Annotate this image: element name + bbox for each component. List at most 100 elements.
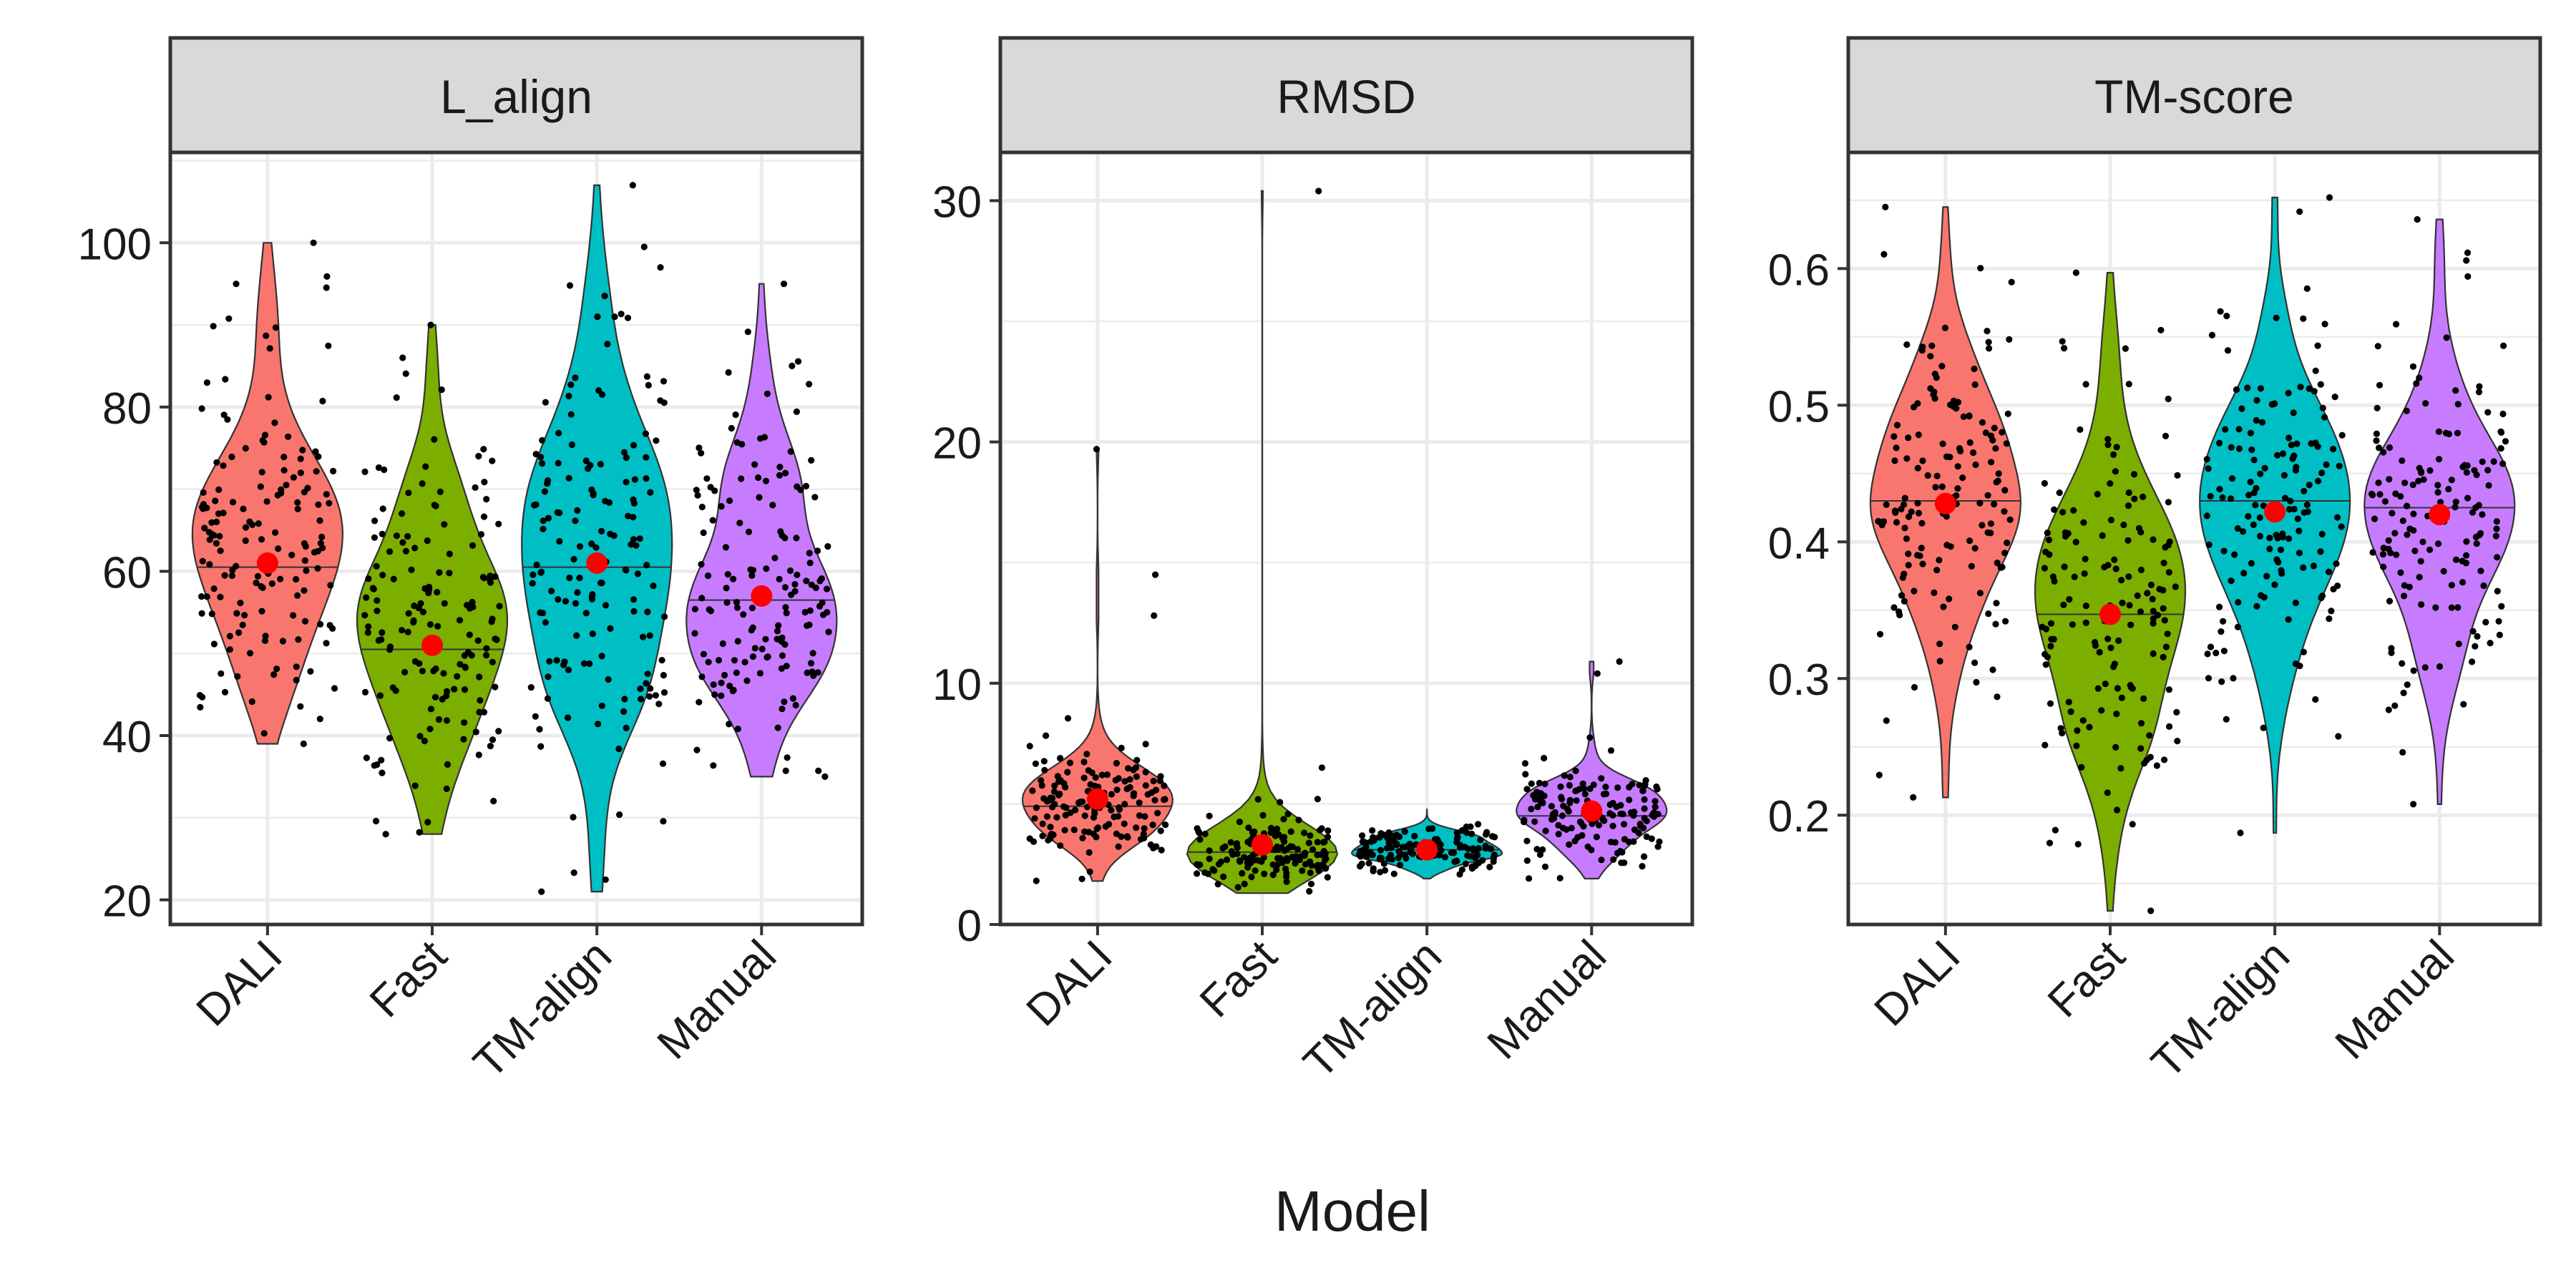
- jitter-point: [1441, 854, 1449, 861]
- jitter-point: [233, 280, 240, 288]
- jitter-point: [461, 686, 469, 693]
- jitter-point: [749, 567, 757, 574]
- jitter-point: [722, 544, 730, 551]
- jitter-point: [319, 545, 326, 552]
- jitter-point: [555, 429, 562, 436]
- jitter-point: [645, 381, 652, 389]
- jitter-point: [2104, 441, 2112, 449]
- jitter-point: [1126, 784, 1133, 791]
- facet-strip-label: RMSD: [1277, 70, 1415, 123]
- jitter-point: [594, 313, 601, 321]
- jitter-point: [421, 737, 429, 745]
- jitter-point: [2319, 404, 2326, 411]
- jitter-point: [1936, 658, 1943, 665]
- jitter-point: [1988, 459, 1995, 466]
- jitter-point: [588, 540, 595, 547]
- jitter-point: [1911, 587, 1918, 595]
- y-tick-label: 30: [932, 177, 982, 227]
- jitter-point: [1918, 545, 1925, 552]
- jitter-point: [1081, 828, 1088, 835]
- jitter-point: [2147, 907, 2155, 914]
- jitter-point: [2074, 841, 2082, 848]
- jitter-point: [533, 561, 540, 569]
- jitter-point: [1971, 545, 1979, 552]
- jitter-point: [1620, 821, 1628, 828]
- jitter-point: [576, 575, 583, 582]
- jitter-point: [1248, 873, 1255, 881]
- jitter-point: [410, 619, 417, 626]
- jitter-point: [576, 543, 584, 550]
- jitter-point: [2112, 468, 2119, 475]
- jitter-point: [2455, 640, 2462, 648]
- jitter-point: [573, 632, 580, 639]
- jitter-point: [2001, 550, 2009, 557]
- jitter-point: [1289, 843, 1296, 851]
- mean-point: [1252, 834, 1274, 856]
- jitter-point: [809, 650, 816, 657]
- jitter-point: [2041, 650, 2049, 658]
- jitter-point: [585, 465, 592, 472]
- jitter-point: [389, 684, 396, 691]
- jitter-point: [215, 510, 223, 517]
- jitter-point: [1984, 529, 1991, 536]
- jitter-point: [1322, 857, 1329, 864]
- jitter-point: [1486, 864, 1493, 871]
- jitter-point: [751, 645, 758, 652]
- jitter-point: [1931, 371, 1938, 378]
- jitter-point: [295, 636, 302, 643]
- jitter-point: [545, 477, 552, 484]
- jitter-point: [1077, 799, 1084, 806]
- jitter-point: [2399, 748, 2406, 756]
- jitter-point: [427, 706, 435, 713]
- jitter-point: [1542, 827, 1549, 834]
- jitter-point: [1157, 773, 1164, 780]
- jitter-point: [1914, 552, 1921, 559]
- jitter-point: [1880, 250, 1888, 258]
- jitter-point: [1115, 843, 1122, 850]
- jitter-point: [2078, 763, 2085, 771]
- jitter-point: [804, 669, 811, 676]
- jitter-point: [2002, 618, 2009, 625]
- jitter-point: [1267, 829, 1274, 836]
- jitter-point: [2066, 596, 2073, 603]
- jitter-point: [620, 708, 628, 716]
- jitter-point: [2061, 563, 2068, 570]
- jitter-point: [1299, 867, 1306, 874]
- jitter-point: [1274, 825, 1281, 833]
- jitter-point: [2164, 630, 2171, 638]
- jitter-point: [1993, 479, 2000, 486]
- jitter-point: [2154, 612, 2162, 619]
- jitter-point: [2334, 582, 2341, 590]
- jitter-point: [301, 618, 309, 625]
- jitter-point: [1206, 855, 1213, 862]
- jitter-point: [261, 431, 269, 439]
- jitter-point: [1951, 623, 1958, 630]
- jitter-point: [224, 416, 231, 423]
- jitter-point: [1621, 859, 1628, 867]
- jitter-point: [2101, 563, 2108, 571]
- jitter-point: [1933, 567, 1941, 574]
- jitter-point: [2469, 509, 2477, 516]
- jitter-point: [1565, 808, 1572, 815]
- jitter-point: [806, 621, 813, 628]
- jitter-point: [1322, 865, 1330, 872]
- jitter-point: [2111, 556, 2118, 563]
- jitter-point: [1635, 829, 1642, 836]
- jitter-point: [1072, 806, 1079, 814]
- jitter-point: [2496, 631, 2503, 639]
- jitter-point: [441, 600, 448, 607]
- jitter-point: [1541, 780, 1548, 788]
- jitter-point: [438, 386, 445, 394]
- jitter-point: [1062, 784, 1069, 791]
- jitter-point: [2435, 456, 2443, 463]
- jitter-point: [1541, 863, 1549, 870]
- jitter-point: [589, 630, 596, 638]
- jitter-point: [1905, 434, 1912, 441]
- jitter-point: [379, 769, 386, 776]
- jitter-point: [451, 686, 458, 693]
- jitter-point: [1103, 771, 1111, 779]
- jitter-point: [464, 649, 472, 656]
- jitter-point: [2375, 479, 2382, 487]
- jitter-point: [1640, 824, 1647, 831]
- jitter-point: [2499, 410, 2507, 418]
